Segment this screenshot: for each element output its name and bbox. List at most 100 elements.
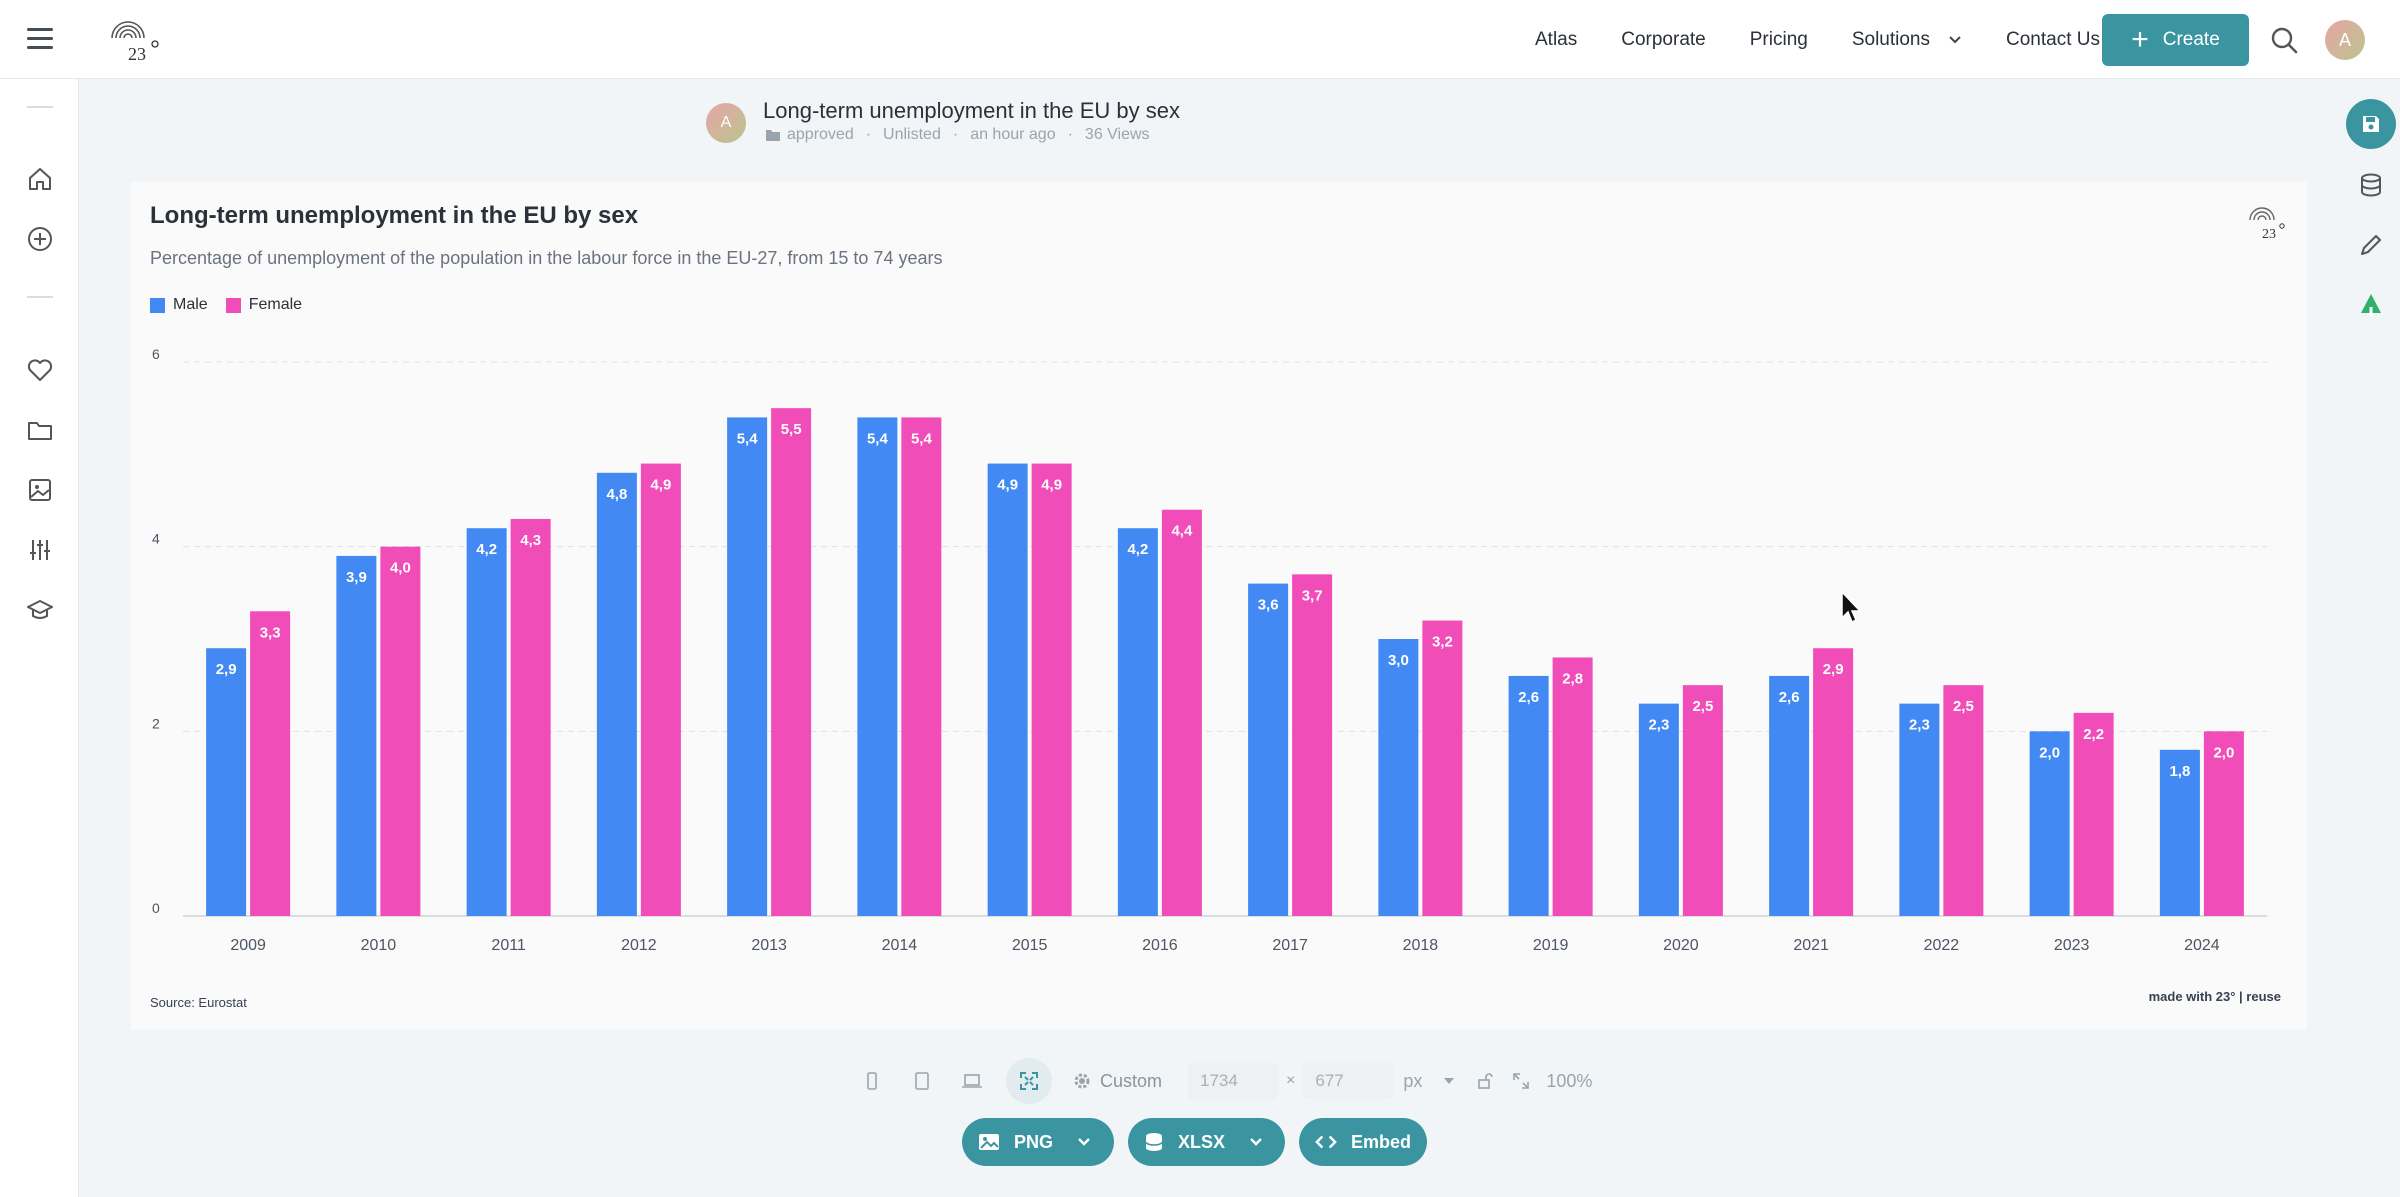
- zoom-button[interactable]: [1510, 1070, 1532, 1092]
- bar-chart: 0 2 4 6 2,9 3,3 2009 3,9 4,0 2010 4,2 4,3 2011 4,8 4,9…: [152, 346, 2267, 954]
- nav-corporate[interactable]: Corporate: [1621, 29, 1706, 51]
- unit-select[interactable]: px: [1403, 1070, 1423, 1091]
- chevron-down-icon[interactable]: [1249, 1137, 1263, 1147]
- create-button-label: Create: [2162, 29, 2220, 50]
- y-tick-label: 2: [152, 715, 160, 731]
- x-tick-label: 2024: [2184, 937, 2220, 954]
- image-icon[interactable]: [26, 476, 54, 504]
- chart-card: 0 2 4 6 2,9 3,3 2009 3,9 4,0 2010 4,2 4,3 2011 4,8 4,9…: [131, 182, 2307, 1030]
- nav-contact-us[interactable]: Contact Us: [2006, 29, 2100, 51]
- phone-size-button[interactable]: [856, 1065, 888, 1097]
- chart-name[interactable]: Long-term unemployment in the EU by sex: [763, 98, 1180, 123]
- bar-male: [1378, 639, 1419, 916]
- user-avatar[interactable]: A: [2325, 20, 2365, 60]
- chart-meta: approved · Unlisted · an hour ago · 36 V…: [765, 126, 1150, 144]
- menu-icon[interactable]: [27, 28, 53, 50]
- bar-male: [727, 417, 768, 916]
- bar-female: [1422, 620, 1463, 916]
- save-icon: [2363, 116, 2379, 132]
- y-tick-label: 0: [152, 900, 160, 916]
- bar-male: [206, 648, 247, 916]
- folder-name[interactable]: approved: [787, 126, 854, 143]
- meta-separator: ·: [865, 126, 872, 143]
- add-circle-icon[interactable]: [26, 225, 54, 253]
- nav-solutions[interactable]: Solutions: [1852, 29, 1962, 51]
- create-button[interactable]: + Create: [2102, 14, 2249, 66]
- x-tick-label: 2021: [1793, 937, 1829, 954]
- database-icon[interactable]: [2357, 171, 2385, 199]
- width-input[interactable]: [1188, 1063, 1279, 1099]
- heart-icon[interactable]: [26, 356, 54, 384]
- gear-icon: [1074, 1073, 1090, 1089]
- chart-legend: Male Female: [150, 296, 302, 314]
- xlsx-export-label: XLSX: [1178, 1131, 1226, 1152]
- unlock-icon: [1478, 1073, 1494, 1089]
- tablet-size-button[interactable]: [906, 1065, 938, 1097]
- nav-atlas[interactable]: Atlas: [1535, 29, 1577, 51]
- x-tick-label: 2015: [1012, 937, 1048, 954]
- legend-item-female[interactable]: Female: [225, 296, 302, 314]
- custom-size-button[interactable]: Custom: [1072, 1071, 1162, 1092]
- data-label: 4,2: [476, 541, 497, 558]
- home-icon[interactable]: [26, 165, 54, 193]
- graduation-cap-icon[interactable]: [26, 596, 54, 624]
- bar-male: [1117, 528, 1158, 916]
- chevron-down-icon[interactable]: [1077, 1137, 1091, 1147]
- logo-23-degrees: 23: [2249, 207, 2285, 242]
- fullscreen-size-button[interactable]: [1006, 1058, 1052, 1104]
- data-label: 4,3: [520, 532, 541, 549]
- data-label: 4,4: [1171, 523, 1193, 540]
- png-export-button[interactable]: PNG: [962, 1118, 1114, 1166]
- made-with-link[interactable]: made with 23° | reuse: [2148, 989, 2281, 1004]
- bar-male: [1769, 675, 1810, 916]
- database-icon: [1145, 1133, 1163, 1151]
- data-label: 2,2: [2083, 726, 2104, 743]
- tree-icon[interactable]: [2357, 291, 2385, 319]
- data-label: 5,4: [737, 430, 759, 447]
- bar-female: [1552, 657, 1593, 916]
- top-navigation: 23 Atlas Corporate Pricing Solutions Con…: [0, 0, 2400, 79]
- embed-button[interactable]: Embed: [1299, 1118, 1427, 1166]
- bar-male: [1248, 583, 1289, 916]
- bar-female: [1031, 463, 1072, 916]
- folder-icon[interactable]: [26, 416, 54, 444]
- author-avatar[interactable]: A: [706, 103, 746, 143]
- legend-item-male[interactable]: Male: [150, 296, 208, 314]
- laptop-size-button[interactable]: [956, 1065, 988, 1097]
- bar-male: [466, 528, 507, 916]
- xlsx-export-button[interactable]: XLSX: [1128, 1118, 1285, 1166]
- x-tick-label: 2017: [1272, 937, 1308, 954]
- visibility: Unlisted: [883, 126, 941, 143]
- bar-female: [2203, 731, 2244, 916]
- data-label: 2,9: [216, 661, 237, 678]
- main-nav: Atlas Corporate Pricing Solutions Contac…: [1535, 0, 2400, 79]
- x-tick-label: 2013: [751, 937, 787, 954]
- bar-female: [250, 611, 291, 916]
- x-tick-label: 2022: [1924, 937, 1960, 954]
- sidebar-divider: [27, 106, 53, 108]
- sidebar-divider: [27, 296, 53, 298]
- x-tick-label: 2020: [1663, 937, 1699, 954]
- mouse-cursor: [1841, 590, 1862, 624]
- pencil-icon[interactable]: [2357, 231, 2385, 259]
- x-tick-label: 2010: [361, 937, 397, 954]
- lock-ratio-button[interactable]: [1474, 1070, 1496, 1092]
- logo-23-degrees[interactable]: 23: [108, 16, 166, 64]
- search-icon[interactable]: [2270, 26, 2298, 54]
- chart-title: Long-term unemployment in the EU by sex: [150, 202, 639, 229]
- save-button[interactable]: [2346, 99, 2396, 149]
- nav-pricing[interactable]: Pricing: [1750, 29, 1808, 51]
- sliders-icon[interactable]: [26, 536, 54, 564]
- bar-male: [596, 472, 637, 916]
- data-label: 4,9: [650, 477, 671, 494]
- right-sidebar: [2330, 79, 2400, 1197]
- view-count: 36 Views: [1084, 126, 1150, 143]
- height-input[interactable]: [1303, 1063, 1394, 1099]
- data-label: 4,2: [1127, 541, 1148, 558]
- resize-icon: [1513, 1073, 1530, 1089]
- data-label: 2,0: [2213, 744, 2234, 761]
- bar-male: [1899, 703, 1940, 916]
- embed-label: Embed: [1350, 1131, 1411, 1152]
- unit-dropdown[interactable]: [1438, 1070, 1460, 1092]
- plus-icon: +: [2131, 23, 2149, 56]
